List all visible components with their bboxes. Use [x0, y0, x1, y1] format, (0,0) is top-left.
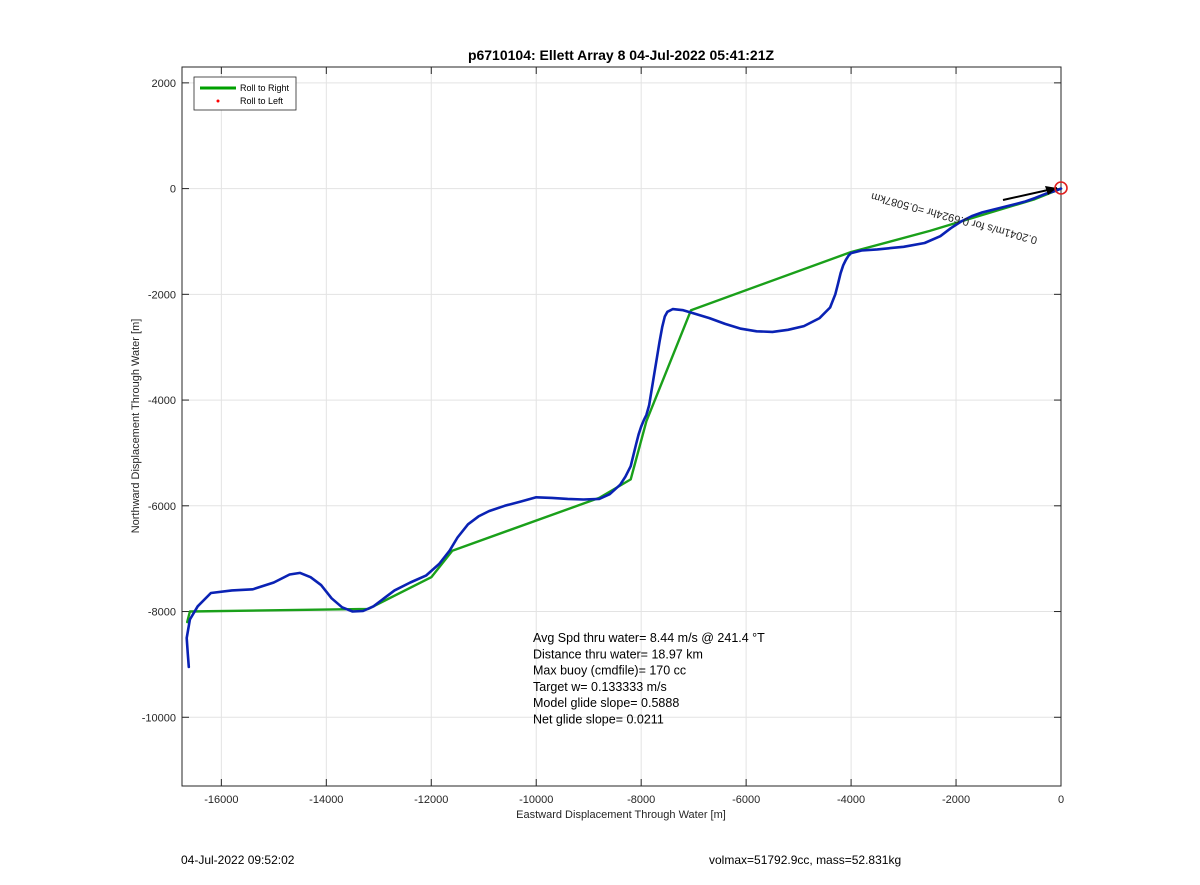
axis-ticks: -16000 -14000 -12000 -10000 -8000 -6000 -4000 -…	[142, 67, 1064, 806]
x-tick-label: -2000	[942, 794, 970, 806]
x-tick-label: -14000	[309, 794, 343, 806]
stats-annotation-line: Net glide slope= 0.0211	[533, 713, 664, 727]
y-tick-label: -8000	[148, 607, 176, 619]
y-tick-label: -2000	[148, 289, 176, 301]
series-line-track	[185, 187, 1063, 669]
grid	[182, 67, 1062, 786]
x-tick-label: -8000	[627, 794, 655, 806]
x-axis-label: Eastward Displacement Through Water [m]	[516, 809, 726, 821]
y-tick-label: -4000	[148, 395, 176, 407]
stats-annotation-line: Max buoy (cmdfile)= 170 cc	[533, 664, 686, 678]
x-tick-label: -12000	[414, 794, 448, 806]
plot-area	[181, 66, 1062, 787]
origin-marker	[1054, 181, 1068, 195]
y-tick-label: 0	[170, 184, 176, 196]
series-line-roll-right	[185, 187, 1063, 624]
stats-annotation-line: Avg Spd thru water= 8.44 m/s @ 241.4 °T	[533, 631, 765, 645]
x-tick-label: -16000	[204, 794, 238, 806]
y-tick-label: -10000	[142, 712, 176, 724]
legend-box	[193, 76, 297, 111]
x-tick-label: 0	[1058, 794, 1064, 806]
stats-annotation-line: Target w= 0.133333 m/s	[533, 680, 667, 694]
current-vector: 0.2041m/s for 0.6924hr =0.5087km	[870, 186, 1058, 246]
y-axis-label: Northward Displacement Through Water [m]	[130, 319, 142, 534]
stats-annotation-line: Model glide slope= 0.5888	[533, 696, 679, 710]
y-tick-label: -6000	[148, 501, 176, 513]
y-tick-label: 2000	[152, 78, 176, 90]
stats-annotation-line: Distance thru water= 18.97 km	[533, 647, 703, 661]
x-tick-label: -10000	[519, 794, 553, 806]
stats-annotation: Avg Spd thru water= 8.44 m/s @ 241.4 °T D…	[533, 631, 765, 727]
x-tick-label: -4000	[837, 794, 865, 806]
arrow-head-icon	[1045, 186, 1057, 195]
footer-timestamp: 04-Jul-2022 09:52:02	[181, 853, 295, 867]
chart-title: p6710104: Ellett Array 8 04-Jul-2022 05:…	[468, 47, 775, 63]
legend-swatch-roll-left	[216, 99, 220, 103]
legend-label-roll-left: Roll to Left	[240, 96, 284, 106]
x-tick-label: -6000	[732, 794, 760, 806]
footer-mass-info: volmax=51792.9cc, mass=52.831kg	[709, 853, 901, 867]
legend-label-roll-right: Roll to Right	[240, 83, 290, 93]
series-layer	[185, 187, 1063, 669]
legend: Roll to Right Roll to Left	[193, 76, 297, 111]
